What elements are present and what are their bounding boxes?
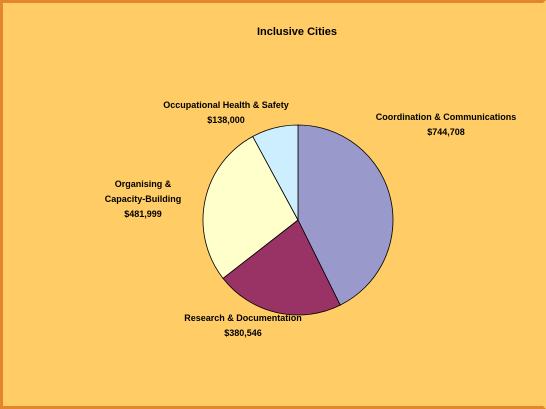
pie-slice (202, 135, 299, 279)
slice-label: Coordination & Communications $744,708 (371, 110, 521, 140)
pie-slice (222, 219, 341, 316)
slice-label: Occupational Health & Safety $138,000 (146, 98, 306, 128)
value-label: $138,000 (207, 115, 245, 125)
value-label: $380,546 (224, 328, 262, 338)
category-label: Organising & Capacity-Building (104, 179, 182, 204)
category-label: Research & Documentation (184, 313, 302, 323)
value-label: $481,999 (124, 209, 162, 219)
slice-label: Research & Documentation $380,546 (168, 311, 318, 341)
chart-title: Inclusive Cities (256, 26, 338, 38)
value-label: $744,708 (427, 127, 465, 137)
category-label: Occupational Health & Safety (163, 100, 289, 110)
category-label: Coordination & Communications (375, 112, 517, 122)
pie-slice (252, 124, 299, 221)
pie-slice (297, 124, 394, 306)
slice-label: Organising & Capacity-Building $481,999 (103, 177, 183, 222)
